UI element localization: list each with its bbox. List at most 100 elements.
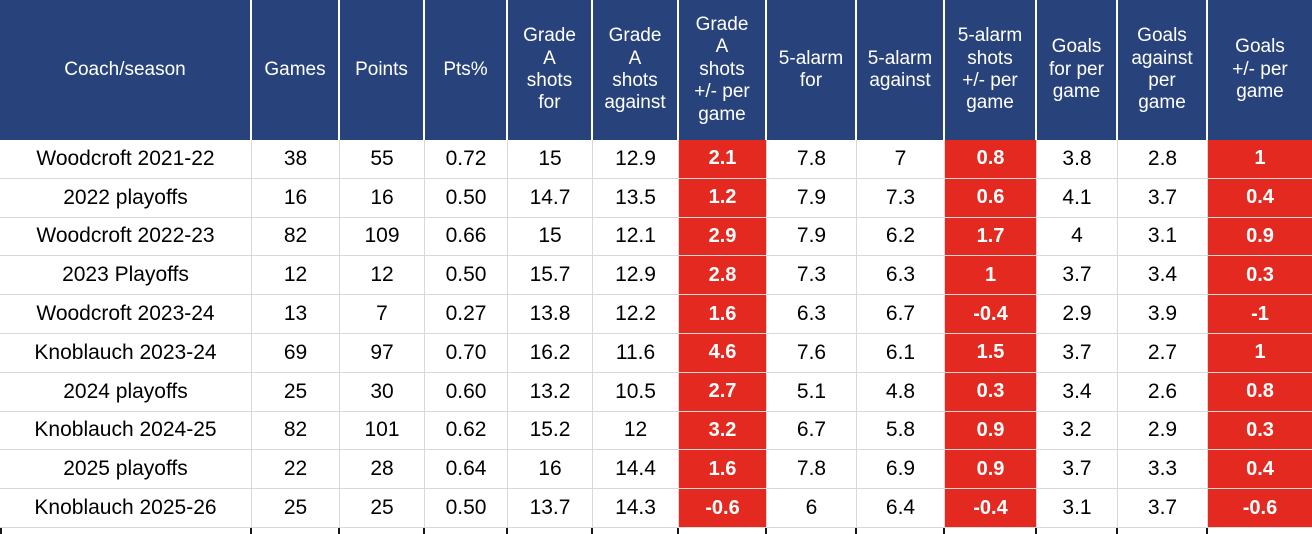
data-cell: 16 xyxy=(252,178,340,218)
data-cell: 101 xyxy=(340,411,425,451)
data-cell: 12 xyxy=(340,256,425,296)
data-cell: 25 xyxy=(252,372,340,412)
data-cell: 1 xyxy=(945,256,1037,296)
data-cell: 0.4 xyxy=(1208,450,1312,490)
data-cell: 1.6 xyxy=(679,295,767,334)
data-cell: 3.2 xyxy=(1037,411,1118,451)
column-header-5-alarm-against: 5-alarm against xyxy=(857,0,945,140)
partial-next-row xyxy=(0,527,1312,534)
data-cell: 7 xyxy=(340,295,425,334)
data-cell: 5.8 xyxy=(857,411,945,451)
data-cell: 30 xyxy=(340,372,425,412)
data-cell: 15.2 xyxy=(508,411,593,451)
data-cell: 0.64 xyxy=(425,450,508,490)
table-row-2023-playoffs: 2023 Playoffs 12 12 0.50 15.7 12.9 2.8 7.3 6.3 1 3… xyxy=(0,256,1312,296)
data-cell: 14.7 xyxy=(508,178,593,218)
row-label-cell: Knoblauch 2025-26 xyxy=(0,489,252,528)
data-cell: 7.8 xyxy=(767,140,857,179)
data-cell: 11.6 xyxy=(593,333,679,373)
data-cell: 14.3 xyxy=(593,489,679,528)
data-cell: 1 xyxy=(1208,140,1312,179)
data-cell: 1.2 xyxy=(679,178,767,218)
next-row-cell-border xyxy=(252,527,340,534)
next-row-cell-border xyxy=(593,527,679,534)
data-cell: 12.1 xyxy=(593,217,679,257)
data-cell: 13.7 xyxy=(508,489,593,528)
data-cell: 0.50 xyxy=(425,178,508,218)
data-cell: 15 xyxy=(508,140,593,179)
data-cell: 7 xyxy=(857,140,945,179)
data-cell: 7.3 xyxy=(767,256,857,296)
data-cell: 6.2 xyxy=(857,217,945,257)
data-cell: 4.1 xyxy=(1037,178,1118,218)
row-label-cell: 2024 playoffs xyxy=(0,372,252,412)
data-cell: 2.1 xyxy=(679,140,767,179)
data-cell: 2.9 xyxy=(679,217,767,257)
column-header-grade-a-shots-against: Grade A shots against xyxy=(593,0,679,140)
column-header-games: Games xyxy=(252,0,340,140)
data-cell: 0.6 xyxy=(945,178,1037,218)
data-cell: 3.8 xyxy=(1037,140,1118,179)
next-row-cell-border xyxy=(340,527,425,534)
data-cell: 3.7 xyxy=(1118,489,1208,528)
data-cell: 16 xyxy=(508,450,593,490)
data-cell: 2.7 xyxy=(679,372,767,412)
data-cell: 6.7 xyxy=(857,295,945,334)
data-cell: 6.3 xyxy=(767,295,857,334)
data-cell: 6 xyxy=(767,489,857,528)
table-body: Woodcroft 2021-22 38 55 0.72 15 12.9 2.1 7.8 7 0.… xyxy=(0,140,1312,528)
table-header-row: Coach/season Games Points Pts% Grade A shots… xyxy=(0,0,1312,140)
column-header-grade-a-shots-for: Grade A shots for xyxy=(508,0,593,140)
data-cell: 3.1 xyxy=(1037,489,1118,528)
data-cell: 13.5 xyxy=(593,178,679,218)
data-cell: 14.4 xyxy=(593,450,679,490)
data-cell: 25 xyxy=(252,489,340,528)
next-row-cell-border xyxy=(1208,528,1312,534)
data-cell: 2.9 xyxy=(1037,295,1118,334)
data-cell: 4 xyxy=(1037,217,1118,257)
data-cell: 2.9 xyxy=(1118,411,1208,451)
next-row-cell-border xyxy=(0,527,252,534)
column-header-5-alarm-shots-per-game: 5-alarm shots +/- per game xyxy=(945,0,1037,140)
data-cell: 0.4 xyxy=(1208,178,1312,218)
data-cell: 0.27 xyxy=(425,295,508,334)
data-cell: 6.7 xyxy=(767,411,857,451)
data-cell: 22 xyxy=(252,450,340,490)
data-cell: 12.9 xyxy=(593,140,679,179)
data-cell: 109 xyxy=(340,217,425,257)
data-cell: 0.3 xyxy=(1208,411,1312,451)
data-cell: 55 xyxy=(340,140,425,179)
data-cell: -0.4 xyxy=(945,295,1037,334)
row-label-cell: Knoblauch 2024-25 xyxy=(0,411,252,451)
data-cell: 0.66 xyxy=(425,217,508,257)
data-cell: 15 xyxy=(508,217,593,257)
data-cell: -1 xyxy=(1208,295,1312,334)
data-cell: 12.2 xyxy=(593,295,679,334)
table-row-knoblauch-2025-26: Knoblauch 2025-26 25 25 0.50 13.7 14.3 -0.6 6 6.… xyxy=(0,489,1312,528)
data-cell: 7.9 xyxy=(767,178,857,218)
table-row-2024-playoffs: 2024 playoffs 25 30 0.60 13.2 10.5 2.7 5.1 4.8 0.… xyxy=(0,372,1312,412)
data-cell: 6.1 xyxy=(857,333,945,373)
data-cell: 69 xyxy=(252,333,340,373)
data-cell: 1.5 xyxy=(945,333,1037,373)
next-row-cell-border xyxy=(508,527,593,534)
data-cell: 0.62 xyxy=(425,411,508,451)
data-cell: 0.72 xyxy=(425,140,508,179)
data-cell: 28 xyxy=(340,450,425,490)
data-cell: 0.70 xyxy=(425,333,508,373)
data-cell: 97 xyxy=(340,333,425,373)
data-cell: 1 xyxy=(1208,333,1312,373)
table-row-knoblauch-2023-24: Knoblauch 2023-24 69 97 0.70 16.2 11.6 4.6 7.6 6… xyxy=(0,333,1312,373)
data-cell: 0.9 xyxy=(1208,217,1312,257)
data-cell: 2.8 xyxy=(679,256,767,296)
data-cell: 13.8 xyxy=(508,295,593,334)
data-cell: -0.6 xyxy=(1208,489,1312,528)
data-cell: 7.8 xyxy=(767,450,857,490)
data-cell: 0.9 xyxy=(945,450,1037,490)
data-cell: 10.5 xyxy=(593,372,679,412)
data-cell: 3.7 xyxy=(1118,178,1208,218)
data-cell: 3.4 xyxy=(1118,256,1208,296)
data-cell: 6.9 xyxy=(857,450,945,490)
table-row-knoblauch-2024-25: Knoblauch 2024-25 82 101 0.62 15.2 12 3.2 6.7 5.… xyxy=(0,411,1312,451)
